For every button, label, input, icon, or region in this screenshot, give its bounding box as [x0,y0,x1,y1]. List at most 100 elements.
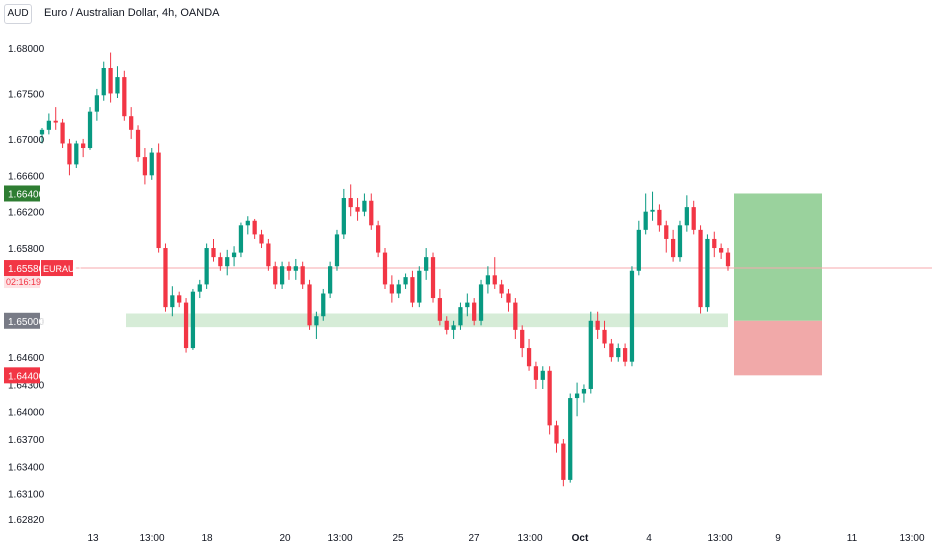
candle [657,209,662,226]
candle [691,207,696,230]
candle [348,198,353,208]
candle [135,129,141,158]
candle [478,284,484,321]
candle [300,266,305,285]
candle [712,238,717,249]
candle [698,229,703,308]
y-tick-label: 1.64600 [8,353,45,364]
x-tick-label: 13:00 [327,533,352,544]
support-zone [126,313,728,328]
x-tick-label: 20 [279,533,291,544]
y-tick-label: 1.63100 [8,490,45,501]
candle [259,234,264,244]
candle [506,293,511,303]
candle [684,207,689,226]
candle [636,229,641,271]
x-tick-label: 13:00 [707,533,732,544]
candle [458,307,463,326]
x-tick-label: Oct [572,533,589,544]
x-tick-label: 4 [646,533,652,544]
candle [382,252,388,285]
candle [705,238,710,308]
candle [238,225,244,253]
price-tag [4,312,40,329]
candle [430,257,436,299]
candle [101,68,106,96]
price-tag-label: 1.66400 [8,189,45,200]
price-tag-label: 1.65580 [8,264,45,275]
candle [273,266,278,285]
currency-badge[interactable]: AUD [4,4,32,24]
candle [533,366,539,380]
candle [108,68,113,94]
candle [170,295,175,308]
candle [588,320,593,389]
candle [355,207,360,212]
candle [568,398,573,480]
candle [225,257,230,267]
candle [149,152,154,176]
candle [115,77,120,94]
price-tag [4,185,40,202]
candle [561,443,566,480]
candle [204,248,209,285]
y-tick-label: 1.62820 [8,515,45,526]
symbol-tag [41,260,73,277]
candle [334,234,340,267]
candle [46,120,51,130]
price-tag-label: 1.65000 [8,317,45,328]
candle [540,370,545,380]
candle [725,252,731,267]
countdown-label: 02:16:19 [6,277,41,287]
candle [321,293,326,317]
candle [424,257,429,271]
candle [616,348,621,358]
candle [574,393,580,399]
x-tick-label: 13:00 [517,533,542,544]
y-tick-label: 1.67500 [8,89,45,100]
candle [376,225,381,253]
candle [293,266,298,271]
candle [719,248,724,253]
y-tick-label: 1.63400 [8,462,45,473]
candle [650,209,655,212]
x-tick-label: 25 [392,533,404,544]
candle [485,275,491,285]
candle [622,348,628,362]
candle [602,329,607,344]
candle [547,370,552,426]
candle [437,298,443,321]
countdown-tag [4,276,40,289]
candle [444,320,449,330]
candle [286,266,292,271]
candle [492,275,497,285]
y-tick-label: 1.64000 [8,408,45,419]
candle [396,284,401,294]
symbol-tag-label: EURAUD [43,264,82,274]
chart-title: Euro / Australian Dollar, 4h, OANDA [44,7,220,19]
y-tick-label: 1.67000 [8,135,45,146]
x-tick-label: 27 [468,533,480,544]
candle [314,316,319,326]
candle [465,302,470,308]
price-tag [4,260,40,277]
candle [327,266,333,294]
candle [472,302,477,321]
price-tag-label: 1.64400 [8,371,45,382]
profit-zone [734,193,822,321]
candle [94,95,100,112]
candle [129,116,134,130]
candle [403,277,408,285]
candle [499,284,504,294]
candle [142,157,148,176]
candle [513,302,518,330]
candle [39,129,45,135]
candle [60,122,65,144]
x-tick-label: 9 [775,533,781,544]
candle [369,200,374,226]
candle [53,120,58,123]
candle [183,302,189,349]
y-tick-label: 1.66600 [8,171,45,182]
y-tick-label: 1.66200 [8,208,45,219]
